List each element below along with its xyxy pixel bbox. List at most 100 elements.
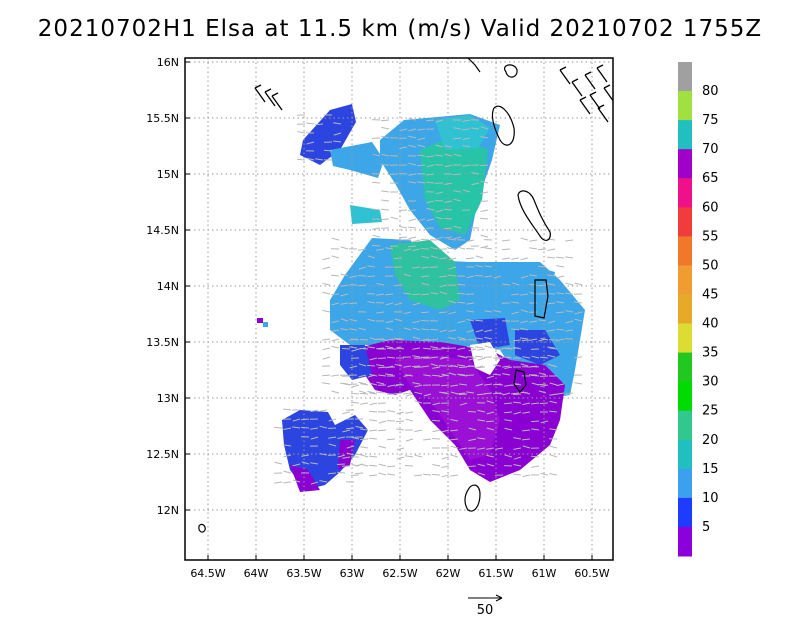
wind-vector xyxy=(408,162,417,166)
wind-vector xyxy=(477,366,486,369)
wind-vector xyxy=(444,164,453,168)
wind-vector xyxy=(495,383,504,386)
wind-vector xyxy=(459,374,468,377)
wind-vector xyxy=(328,472,337,475)
wind-barb-flag xyxy=(254,84,262,89)
wind-barb xyxy=(271,95,283,111)
wind-vector xyxy=(484,336,493,340)
wind-vector xyxy=(462,189,471,193)
wind-vector xyxy=(408,245,417,248)
colorbar-segment xyxy=(678,178,692,208)
wind-vector xyxy=(556,292,565,295)
wind-vector xyxy=(513,464,522,467)
wind-vector xyxy=(513,401,522,404)
wind-vector xyxy=(387,410,396,413)
wind-vector xyxy=(331,293,340,296)
wind-vector xyxy=(432,374,441,377)
wind-vector xyxy=(531,382,540,386)
colorbar-label: 55 xyxy=(702,229,719,244)
wind-vector xyxy=(432,473,441,476)
wind-barb-flag xyxy=(597,104,605,109)
wind-vector xyxy=(448,238,457,241)
wind-vector xyxy=(403,248,412,252)
colorbar-label: 5 xyxy=(702,520,710,535)
wind-vector xyxy=(372,208,381,211)
wind-vector xyxy=(340,246,349,250)
wind-vector xyxy=(432,419,441,422)
wind-vector xyxy=(511,301,520,304)
wind-vector xyxy=(376,248,385,251)
wind-vector xyxy=(403,392,412,395)
lon-tick-label: 63.5W xyxy=(286,567,321,580)
wind-vector xyxy=(372,234,381,238)
wind-vector xyxy=(328,418,337,422)
wind-vector xyxy=(301,461,310,465)
wind-vector xyxy=(394,302,403,306)
wind-vector xyxy=(511,282,520,286)
wind-vector xyxy=(306,141,315,145)
wind-vector xyxy=(360,383,369,386)
wind-vector xyxy=(359,393,369,395)
wind-vector xyxy=(367,364,376,367)
wind-vector xyxy=(426,155,435,158)
wind-vector xyxy=(466,345,475,349)
wind-barb-flag xyxy=(596,64,604,69)
wind-vector xyxy=(453,153,462,157)
wind-vector xyxy=(444,217,453,220)
wind-barb-flag xyxy=(571,78,579,83)
colorbar-label: 45 xyxy=(702,287,719,302)
wind-vector xyxy=(274,426,283,429)
wind-vector xyxy=(385,373,394,376)
wind-barb xyxy=(584,74,596,90)
wind-barb xyxy=(559,69,571,85)
wind-vector xyxy=(319,480,328,483)
wind-vector xyxy=(414,474,423,477)
wind-vector xyxy=(421,266,430,269)
wind-vector xyxy=(520,320,529,324)
wind-vector xyxy=(369,337,378,341)
wind-vector xyxy=(486,420,495,423)
wind-vector xyxy=(474,275,484,277)
wind-vector xyxy=(556,328,565,331)
wind-vector xyxy=(529,239,538,242)
colorbar-label: 50 xyxy=(702,258,719,273)
wind-vector xyxy=(502,283,511,286)
wind-vector xyxy=(441,346,450,350)
lat-tick-label: 13.5N xyxy=(146,336,179,349)
wind-vector xyxy=(387,473,396,476)
coastline-islet xyxy=(504,64,518,78)
wind-vector xyxy=(462,144,471,148)
wind-vector xyxy=(358,390,367,394)
wind-vector xyxy=(408,226,417,229)
wind-vector xyxy=(549,410,558,413)
colorbar-label: 15 xyxy=(702,462,719,477)
wind-vector xyxy=(333,140,342,143)
wind-vector xyxy=(574,318,583,322)
wind-vector xyxy=(331,320,340,323)
wind-vector xyxy=(450,364,459,368)
reference-arrowhead xyxy=(495,594,503,602)
wind-vector xyxy=(538,372,547,376)
wind-vector xyxy=(457,364,466,367)
reference-label: 50 xyxy=(477,603,494,618)
wind-vector xyxy=(444,200,453,203)
wind-vector xyxy=(495,357,504,360)
wind-vector xyxy=(394,238,403,241)
lat-tick-label: 12N xyxy=(157,504,179,517)
wind-vector xyxy=(432,464,441,467)
wind-vector xyxy=(349,346,358,349)
wind-vector xyxy=(367,255,376,259)
wind-vector xyxy=(540,384,549,387)
wind-vector xyxy=(381,208,390,211)
wind-vector xyxy=(475,346,484,349)
wind-vector xyxy=(310,427,319,430)
wind-vector xyxy=(556,383,565,387)
wind-vector xyxy=(367,318,376,322)
wind-vector xyxy=(331,345,340,349)
lat-tick-label: 14.5N xyxy=(146,224,179,237)
colorbar-label: 80 xyxy=(702,84,719,99)
wind-vector xyxy=(453,190,462,193)
wind-vector xyxy=(504,347,513,350)
wind-vector xyxy=(369,429,378,432)
